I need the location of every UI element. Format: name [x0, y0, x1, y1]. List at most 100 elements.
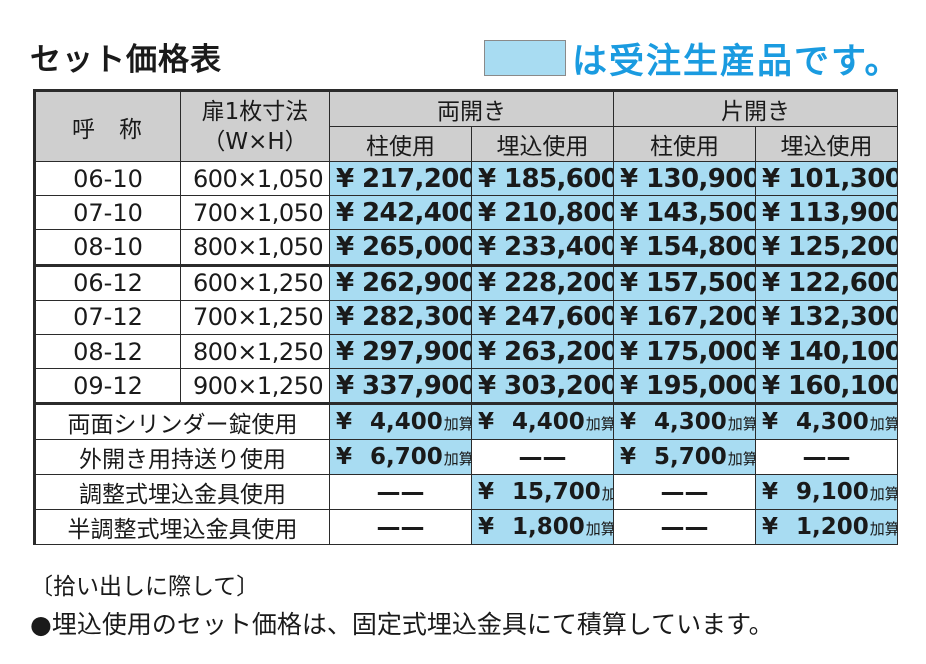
yen-symbol: ¥: [762, 302, 780, 333]
yen-symbol: ¥: [478, 370, 496, 401]
not-applicable-dash: ——: [329, 509, 472, 546]
yen-symbol: ¥: [336, 444, 353, 471]
row-size: 800×1,250: [180, 333, 330, 370]
addon-suffix: 加算: [727, 450, 756, 469]
price-value: 337,900: [362, 370, 472, 401]
addon-suffix: 加算: [869, 485, 898, 504]
addon-value: 4,300: [796, 409, 869, 436]
addon-value: 9,100: [796, 479, 869, 506]
legend-text: は受注生産品です。: [572, 41, 902, 82]
note-heading: 〔拾い出しに際して〕: [30, 574, 260, 600]
option-label: 半調整式埋込金具使用: [33, 509, 330, 546]
table-row: 09-12 900×1,250 ¥337,900 ¥303,200 ¥195,000 ¥1…: [33, 368, 898, 405]
yen-symbol: ¥: [762, 231, 780, 262]
price-value: 247,600: [504, 302, 614, 333]
header-size: 扉1枚寸法 （W×H）: [180, 89, 330, 162]
addon-value: 5,700: [654, 444, 727, 471]
option-label: 外開き用持送り使用: [33, 439, 330, 476]
price-cell: ¥160,100: [755, 368, 898, 405]
price-cell: ¥303,200: [471, 368, 614, 405]
price-value: 228,200: [504, 268, 614, 299]
price-value: 282,300: [362, 302, 472, 333]
row-size: 900×1,250: [180, 368, 330, 405]
not-applicable-dash: ——: [755, 439, 898, 476]
yen-symbol: ¥: [762, 268, 780, 299]
header-double-door: 両開き: [329, 89, 614, 127]
price-cell: ¥262,900: [329, 263, 472, 301]
price-cell: ¥185,600: [471, 160, 614, 197]
price-value: 297,900: [362, 336, 472, 367]
table-row: 06-10 600×1,050 ¥217,200 ¥185,600 ¥130,900 ¥1…: [33, 160, 898, 197]
row-size: 700×1,250: [180, 299, 330, 335]
price-cell: ¥195,000: [613, 368, 756, 405]
addon-value: 6,700: [370, 444, 443, 471]
price-value: 263,200: [504, 336, 614, 367]
addon-suffix: 加算: [585, 520, 614, 539]
header-single-door: 片開き: [613, 89, 898, 127]
price-cell: ¥233,400: [471, 229, 614, 266]
table-body: 06-10 600×1,050 ¥217,200 ¥185,600 ¥130,900 ¥1…: [33, 160, 898, 546]
yen-symbol: ¥: [620, 336, 638, 367]
table-row: 06-12 600×1,250 ¥262,900 ¥228,200 ¥157,500 ¥1…: [33, 263, 898, 301]
header-sub-col: 柱使用: [613, 126, 756, 162]
row-size: 800×1,050: [180, 229, 330, 266]
price-value: 265,000: [362, 231, 472, 262]
row-name: 06-10: [33, 160, 181, 197]
price-value: 130,900: [646, 163, 756, 194]
price-cell: ¥125,200: [755, 229, 898, 266]
price-table: 呼称 扉1枚寸法 （W×H） 両開き 片開き 柱使用 埋込使用 柱使用 埋込使用…: [33, 89, 898, 546]
price-cell: ¥132,300: [755, 299, 898, 335]
addon-suffix: 加算: [727, 415, 756, 434]
price-value: 143,500: [646, 197, 756, 228]
addon-suffix: 加算: [443, 450, 472, 469]
addon-value: 4,300: [654, 409, 727, 436]
addon-suffix: 加算: [869, 520, 898, 539]
price-cell: ¥140,100: [755, 333, 898, 370]
legend: は受注生産品です。: [484, 38, 902, 82]
price-value: 122,600: [788, 268, 898, 299]
price-value: 132,300: [788, 302, 898, 333]
price-cell: ¥247,600: [471, 299, 614, 335]
yen-symbol: ¥: [762, 409, 779, 436]
addon-value: 15,700: [512, 479, 601, 506]
header-size-line1: 扉1枚寸法: [201, 98, 309, 125]
addon-price-cell: ¥4,400加算: [329, 402, 472, 441]
yen-symbol: ¥: [620, 197, 638, 228]
header-size-line2: （W×H）: [202, 128, 308, 155]
price-value: 167,200: [646, 302, 756, 333]
addon-value: 1,800: [512, 514, 585, 541]
price-cell: ¥263,200: [471, 333, 614, 370]
price-cell: ¥337,900: [329, 368, 472, 405]
option-row: 両面シリンダー錠使用 ¥4,400加算 ¥4,400加算 ¥4,300加算 ¥4,300…: [33, 402, 898, 441]
price-cell: ¥282,300: [329, 299, 472, 335]
price-cell: ¥242,400: [329, 195, 472, 231]
yen-symbol: ¥: [762, 370, 780, 401]
addon-value: 4,400: [370, 409, 443, 436]
yen-symbol: ¥: [762, 514, 779, 541]
addon-price-cell: ¥4,300加算: [755, 402, 898, 441]
option-label: 両面シリンダー錠使用: [33, 402, 330, 441]
price-value: 154,800: [646, 231, 756, 262]
addon-price-cell: ¥4,400加算: [471, 402, 614, 441]
yen-symbol: ¥: [478, 336, 496, 367]
yen-symbol: ¥: [336, 268, 354, 299]
yen-symbol: ¥: [620, 302, 638, 333]
price-cell: ¥122,600: [755, 263, 898, 301]
yen-symbol: ¥: [620, 231, 638, 262]
yen-symbol: ¥: [336, 302, 354, 333]
legend-swatch: [484, 40, 566, 76]
price-cell: ¥217,200: [329, 160, 472, 197]
header-sub-col: 埋込使用: [755, 126, 898, 162]
row-name: 07-12: [33, 299, 181, 335]
header-sub-col: 柱使用: [329, 126, 472, 162]
price-value: 303,200: [504, 370, 614, 401]
addon-suffix: 加算: [443, 415, 472, 434]
addon-value: 4,400: [512, 409, 585, 436]
option-label: 調整式埋込金具使用: [33, 474, 330, 511]
price-value: 185,600: [504, 163, 614, 194]
yen-symbol: ¥: [336, 370, 354, 401]
price-cell: ¥175,000: [613, 333, 756, 370]
yen-symbol: ¥: [478, 197, 496, 228]
price-value: 157,500: [646, 268, 756, 299]
not-applicable-dash: ——: [471, 439, 614, 476]
